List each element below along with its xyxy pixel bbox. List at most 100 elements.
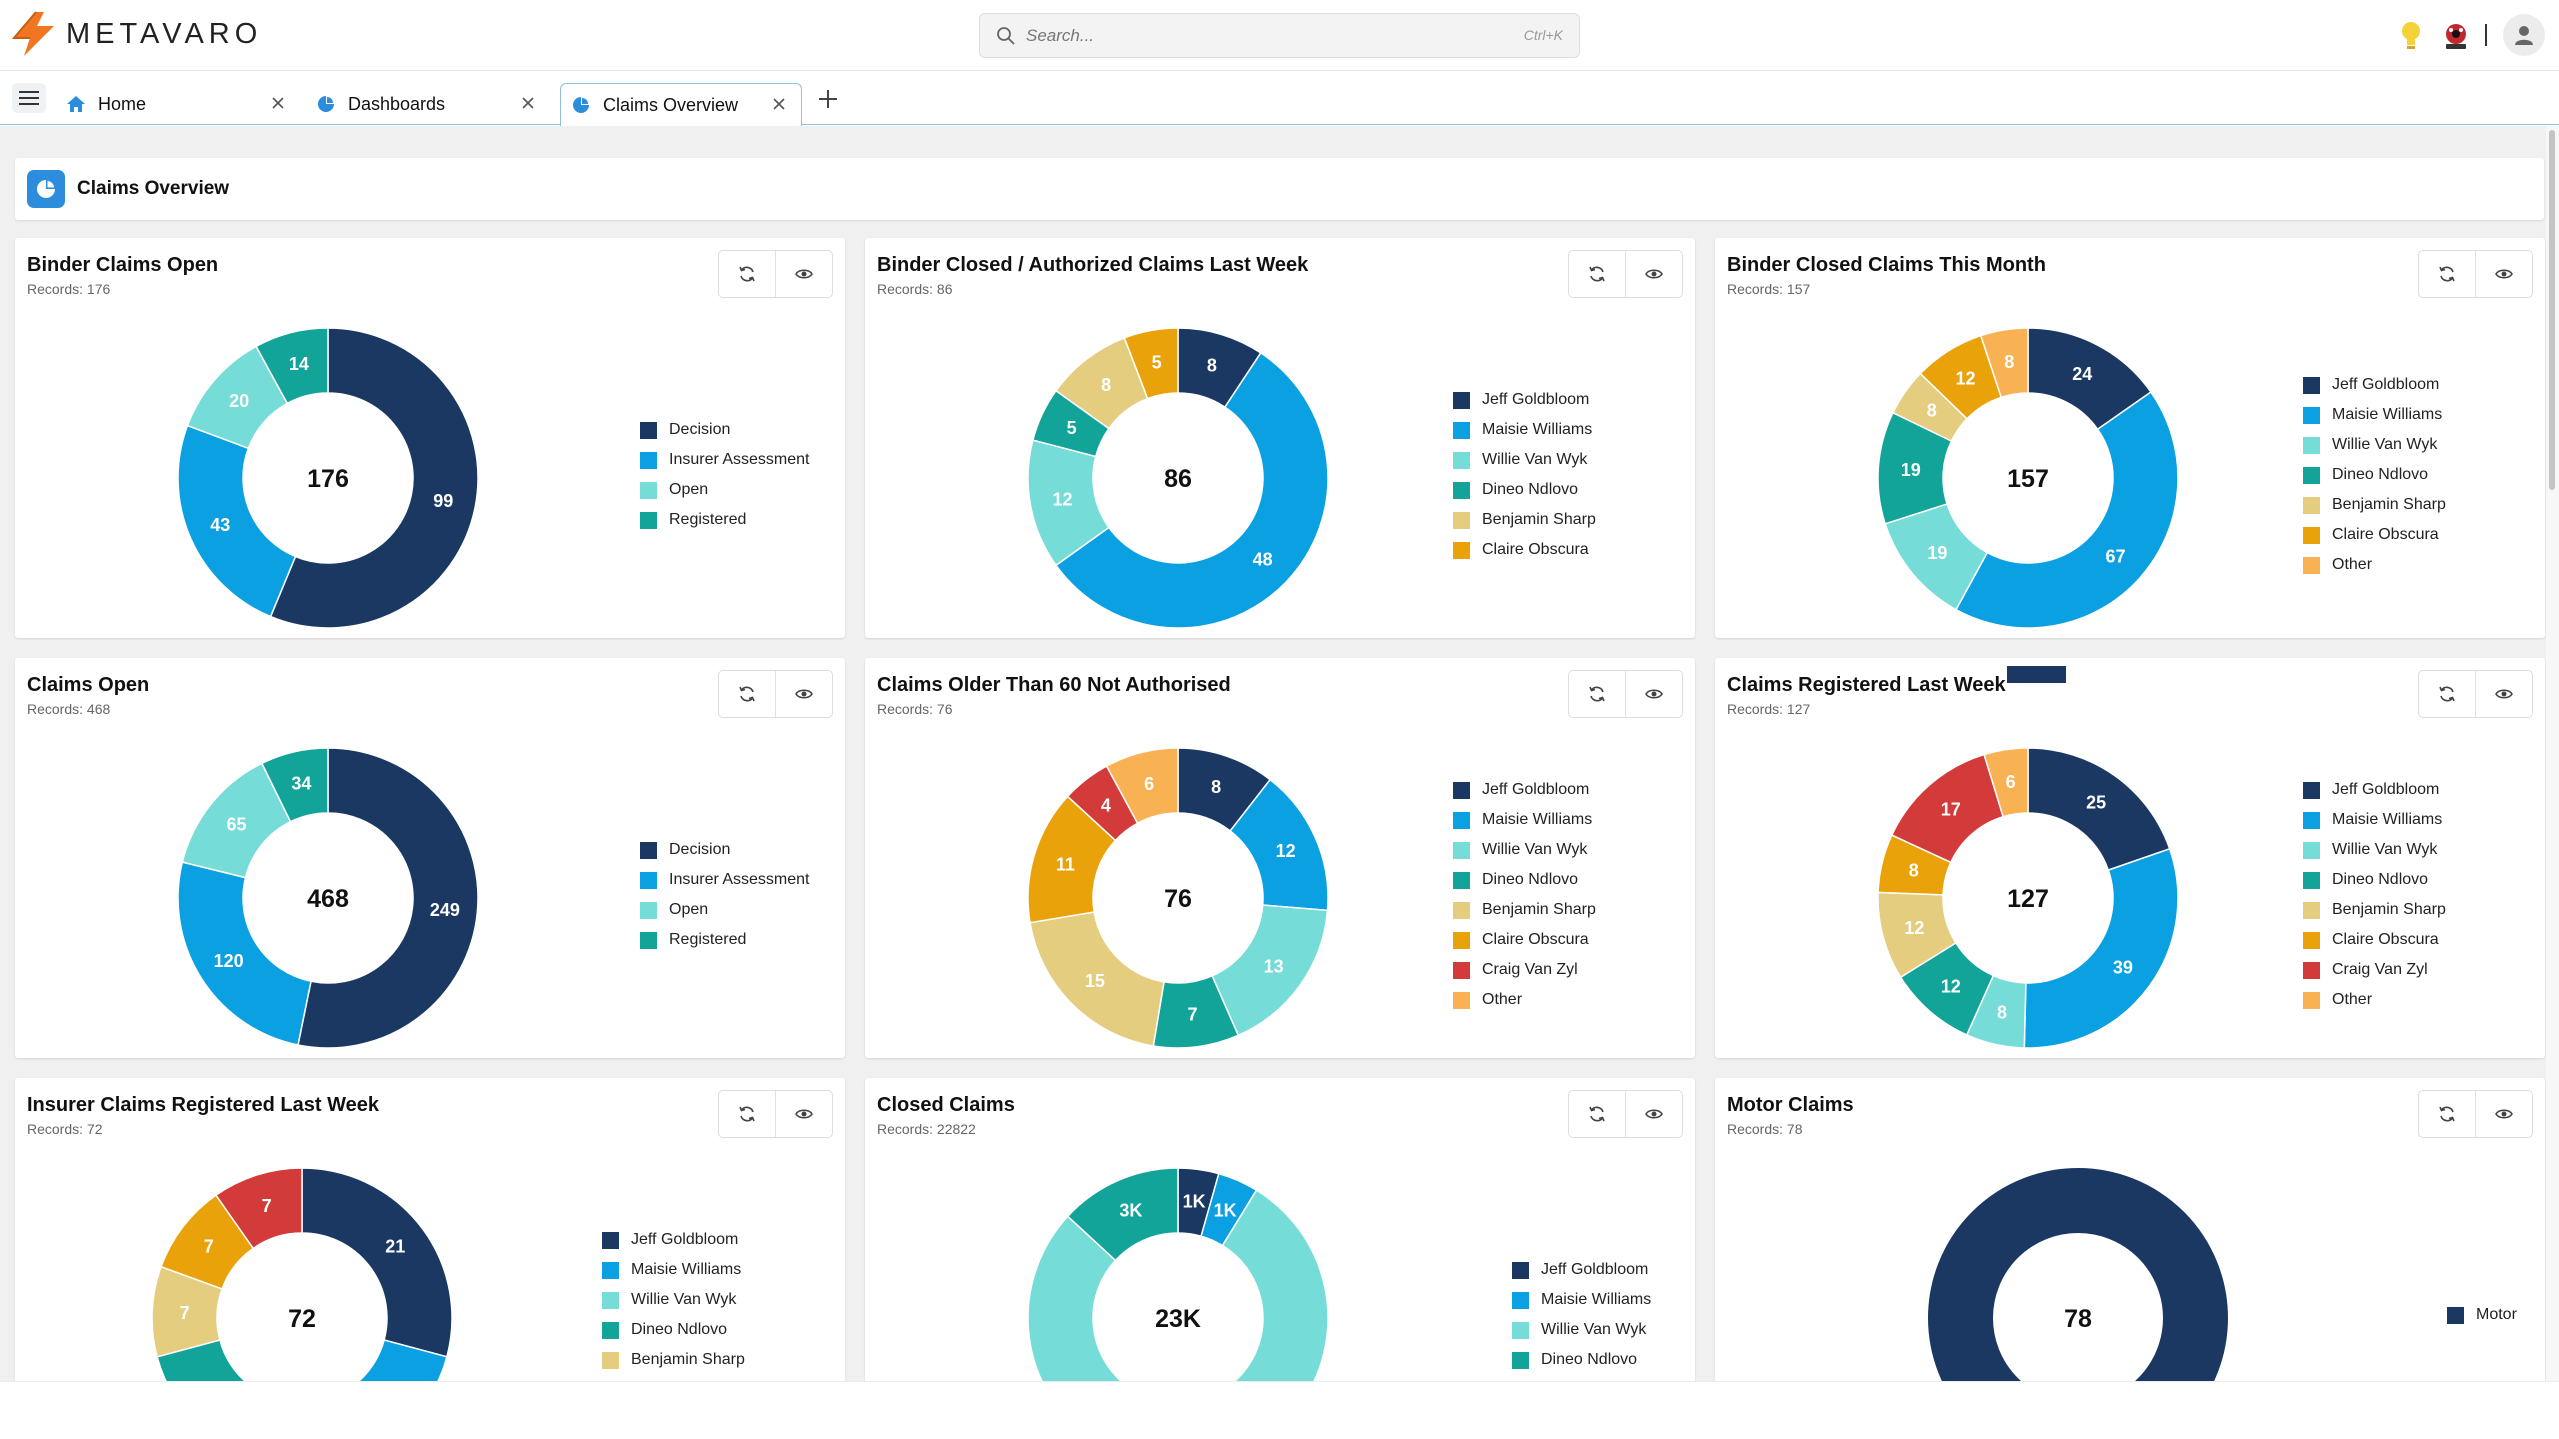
legend-item[interactable]: Benjamin Sharp [2303,895,2446,925]
donut-slice[interactable] [1955,390,2179,629]
view-button[interactable] [1625,1091,1682,1137]
tab-claims-overview[interactable]: Claims Overview [560,83,802,127]
search-input[interactable] [1026,25,1486,46]
view-button[interactable] [2475,251,2532,297]
legend-item[interactable]: Craig Van Zyl [2303,955,2446,985]
view-button[interactable] [2475,671,2532,717]
refresh-button[interactable] [719,1091,775,1137]
legend-item[interactable]: Decision [640,835,810,865]
legend-item[interactable]: Jeff Goldbloom [1453,775,1596,805]
view-button[interactable] [775,671,832,717]
close-icon[interactable] [268,93,288,113]
bug-report-icon[interactable] [2439,18,2473,52]
legend-item[interactable]: Decision [640,415,810,445]
donut-slice[interactable] [177,424,297,618]
view-button[interactable] [2475,1091,2532,1137]
legend-item[interactable]: Claire Obscura [2303,925,2446,955]
close-icon[interactable] [518,93,538,113]
legend-item[interactable]: Open [640,475,810,505]
donut-slice[interactable] [1029,911,1165,1047]
scrollbar[interactable] [2546,126,2559,1381]
legend-item[interactable]: Insurer Assessment [640,445,810,475]
legend-item[interactable]: Other [1453,985,1596,1015]
view-button[interactable] [1625,671,1682,717]
refresh-button[interactable] [1569,1091,1625,1137]
scrollbar-thumb[interactable] [2549,130,2555,490]
donut-slice[interactable] [1983,747,2029,818]
refresh-button[interactable] [2419,1091,2475,1137]
legend-item[interactable]: Registered [640,505,810,535]
donut-slice[interactable] [297,747,479,1049]
legend-item[interactable]: Jeff Goldbloom [1453,385,1596,415]
legend-item[interactable]: Willie Van Wyk [1453,835,1596,865]
legend-item[interactable]: Maisie Williams [2303,805,2446,835]
legend-item[interactable]: Craig Van Zyl [1453,955,1596,985]
legend-item[interactable]: Benjamin Sharp [602,1345,745,1375]
legend-item[interactable]: Dineo Ndlovo [2303,460,2446,490]
view-button[interactable] [775,251,832,297]
legend-item[interactable]: Other [2303,985,2446,1015]
donut-slice[interactable] [1979,327,2029,399]
legend-item[interactable]: Maisie Williams [1453,805,1596,835]
legend-item[interactable]: Other [2303,550,2446,580]
refresh-button[interactable] [2419,671,2475,717]
legend-item[interactable]: Benjamin Sharp [1453,895,1596,925]
legend-item[interactable]: Benjamin Sharp [2303,490,2446,520]
legend-item[interactable]: Jeff Goldbloom [2303,775,2446,805]
legend-item[interactable]: Dineo Ndlovo [1453,475,1596,505]
legend-item[interactable]: Dineo Ndlovo [1512,1345,1651,1375]
legend-item[interactable]: Claire Obscura [2303,520,2446,550]
legend-item[interactable]: Motor [2447,1300,2517,1330]
legend-item[interactable]: Registered [640,925,810,955]
refresh-button[interactable] [719,251,775,297]
user-avatar[interactable] [2503,14,2545,56]
legend-item[interactable]: Maisie Williams [1512,1285,1651,1315]
tab-dashboards[interactable]: Dashboards [316,83,538,125]
legend-item[interactable]: Willie Van Wyk [1512,1315,1651,1345]
view-button[interactable] [775,1091,832,1137]
tab-home[interactable]: Home [66,83,288,125]
close-icon[interactable] [769,94,789,114]
donut-slice[interactable] [2027,747,2171,872]
donut-slice[interactable] [260,747,329,823]
legend-item[interactable]: Dineo Ndlovo [1453,865,1596,895]
donut-slice[interactable] [214,1167,303,1250]
legend-item[interactable]: Claire Obscura [1453,925,1596,955]
refresh-button[interactable] [2419,251,2475,297]
view-button[interactable] [1625,251,1682,297]
legend-item[interactable]: Benjamin Sharp [1453,505,1596,535]
legend-item[interactable]: Willie Van Wyk [1453,445,1596,475]
search-box[interactable]: Ctrl+K [979,13,1580,58]
legend-item[interactable]: Dineo Ndlovo [2303,865,2446,895]
legend-item[interactable]: Jeff Goldbloom [602,1225,745,1255]
donut-slice[interactable] [255,327,329,405]
refresh-button[interactable] [719,671,775,717]
donut-slice[interactable] [1066,1167,1179,1262]
legend-item[interactable]: Maisie Williams [1453,415,1596,445]
legend-item[interactable]: Insurer Assessment [640,865,810,895]
donut-slice[interactable] [177,861,312,1046]
menu-button[interactable] [12,83,46,113]
lightbulb-icon[interactable] [2397,19,2425,51]
donut-slice[interactable] [269,327,479,629]
legend-item[interactable]: Maisie Williams [2303,400,2446,430]
legend-item[interactable]: Maisie Williams [602,1255,745,1285]
legend-item[interactable]: Willie Van Wyk [2303,835,2446,865]
donut-slice[interactable] [2023,847,2179,1049]
donut-slice[interactable] [1054,351,1329,629]
add-tab-icon[interactable] [815,86,841,112]
legend-item[interactable]: Willie Van Wyk [602,1285,745,1315]
donut-slice[interactable] [1027,1189,1329,1439]
donut-slice[interactable] [1105,747,1179,825]
legend-item[interactable]: Dineo Ndlovo [602,1315,745,1345]
legend-item[interactable]: Claire Obscura [1453,535,1596,565]
legend-item[interactable]: Jeff Goldbloom [2303,370,2446,400]
legend-item[interactable]: Willie Van Wyk [2303,430,2446,460]
legend-item[interactable]: Jeff Goldbloom [1512,1255,1651,1285]
donut-slice[interactable] [1123,327,1179,400]
donut-slice[interactable] [301,1167,453,1358]
legend-item[interactable]: Open [640,895,810,925]
refresh-button[interactable] [1569,671,1625,717]
refresh-button[interactable] [1569,251,1625,297]
brand-logo[interactable]: METAVARO [10,10,262,58]
